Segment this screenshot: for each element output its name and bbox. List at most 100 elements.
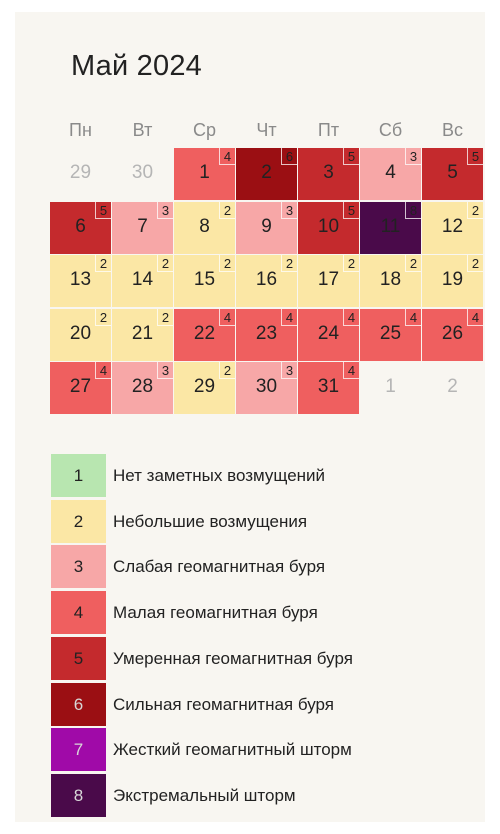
calendar-day-cell[interactable]: 18 2 [360,255,421,307]
calendar-day-cell[interactable]: 17 2 [298,255,359,307]
day-number: 2 [447,376,458,397]
calendar-day-cell[interactable]: 24 4 [298,308,359,361]
legend-label: Экстремальный шторм [113,785,296,805]
calendar-day-cell[interactable]: 30 [112,148,173,200]
level-badge: 2 [281,255,297,272]
calendar-day-cell[interactable]: 2 [422,362,483,414]
level-badge: 5 [343,201,359,219]
level-badge: 4 [467,308,483,326]
level-badge: 5 [95,201,111,219]
level-badge: 2 [467,201,483,219]
level-badge: 5 [467,148,483,165]
day-number: 16 [255,269,278,290]
calendar-day-cell[interactable]: 10 5 [298,201,359,254]
day-number: 9 [261,215,272,237]
day-number: 14 [131,269,154,290]
day-number: 28 [131,376,154,397]
weekday-label: Пт [317,120,340,140]
legend-item: 8 Экстремальный шторм [51,773,481,818]
legend-swatch: 3 [51,545,106,589]
day-number: 29 [193,376,216,397]
calendar-day-cell[interactable]: 26 4 [422,308,483,361]
day-number: 17 [317,269,340,290]
level-badge: 3 [281,362,297,379]
day-number: 11 [380,215,401,237]
calendar-day-cell[interactable]: 21 2 [112,308,173,361]
day-number: 12 [441,215,464,237]
calendar-day-cell[interactable]: 11 8 [360,201,421,254]
legend-label: Сильная геомагнитная буря [113,694,334,714]
level-badge: 4 [343,362,359,379]
calendar-day-cell[interactable]: 15 2 [174,255,235,307]
day-number: 8 [199,215,210,237]
level-badge: 2 [157,255,173,272]
calendar-day-cell[interactable]: 28 3 [112,362,173,414]
level-badge: 8 [405,201,421,219]
weekday-label: Сб [378,120,403,140]
legend-swatch: 8 [51,773,106,817]
page-title: Май 2024 [71,50,202,82]
day-number: 15 [193,269,216,290]
level-badge: 2 [219,362,235,379]
day-number: 22 [193,322,216,344]
level-badge: 3 [281,201,297,219]
day-number: 31 [317,376,340,397]
calendar-day-cell[interactable]: 27 4 [50,362,111,414]
calendar-day-cell[interactable]: 30 3 [236,362,297,414]
legend-item: 5 Умеренная геомагнитная буря [51,636,481,681]
day-number: 21 [131,322,154,344]
day-number: 20 [69,322,92,344]
calendar-day-cell[interactable]: 29 [50,148,111,200]
calendar-day-cell[interactable]: 25 4 [360,308,421,361]
calendar-day-cell[interactable]: 29 2 [174,362,235,414]
level-badge: 2 [405,255,421,272]
weekday-header: Пн Вт Ср Чт Пт Сб Вс [50,120,482,144]
calendar-day-cell[interactable]: 22 4 [174,308,235,361]
calendar-day-cell[interactable]: 12 2 [422,201,483,254]
level-badge: 2 [219,201,235,219]
day-number: 27 [69,376,92,397]
day-number: 7 [137,215,148,237]
legend-item: 6 Сильная геомагнитная буря [51,682,481,727]
day-number: 4 [385,162,396,183]
level-badge: 3 [157,362,173,379]
calendar-day-cell[interactable]: 16 2 [236,255,297,307]
weekday-label: Ср [192,120,216,140]
calendar-day-cell[interactable]: 20 2 [50,308,111,361]
legend: 1 Нет заметных возмущений 2 Небольшие возму… [51,454,481,820]
legend-item: 3 Слабая геомагнитная буря [51,545,481,589]
calendar-day-cell[interactable]: 23 4 [236,308,297,361]
weekday-label: Вт [132,120,153,140]
day-number: 30 [131,162,154,183]
weekday-label: Вс [441,120,463,140]
legend-swatch: 1 [51,454,106,497]
legend-item: 2 Небольшие возмущения [51,499,481,544]
legend-item: 1 Нет заметных возмущений [51,454,481,498]
calendar-day-cell[interactable]: 1 [360,362,421,414]
day-number: 26 [441,322,464,344]
calendar-day-cell[interactable]: 13 2 [50,255,111,307]
day-number: 24 [317,322,340,344]
level-badge: 4 [281,308,297,326]
calendar-day-cell[interactable]: 31 4 [298,362,359,414]
day-number: 3 [323,162,334,183]
legend-swatch: 4 [51,591,106,635]
day-number: 1 [385,376,396,397]
calendar-day-cell[interactable]: 19 2 [422,255,483,307]
day-number: 13 [69,269,92,290]
day-number: 25 [379,322,402,344]
day-number: 5 [447,162,458,183]
calendar-day-cell[interactable]: 14 2 [112,255,173,307]
day-number: 19 [441,269,464,290]
level-badge: 2 [95,255,111,272]
legend-swatch: 6 [51,682,106,726]
